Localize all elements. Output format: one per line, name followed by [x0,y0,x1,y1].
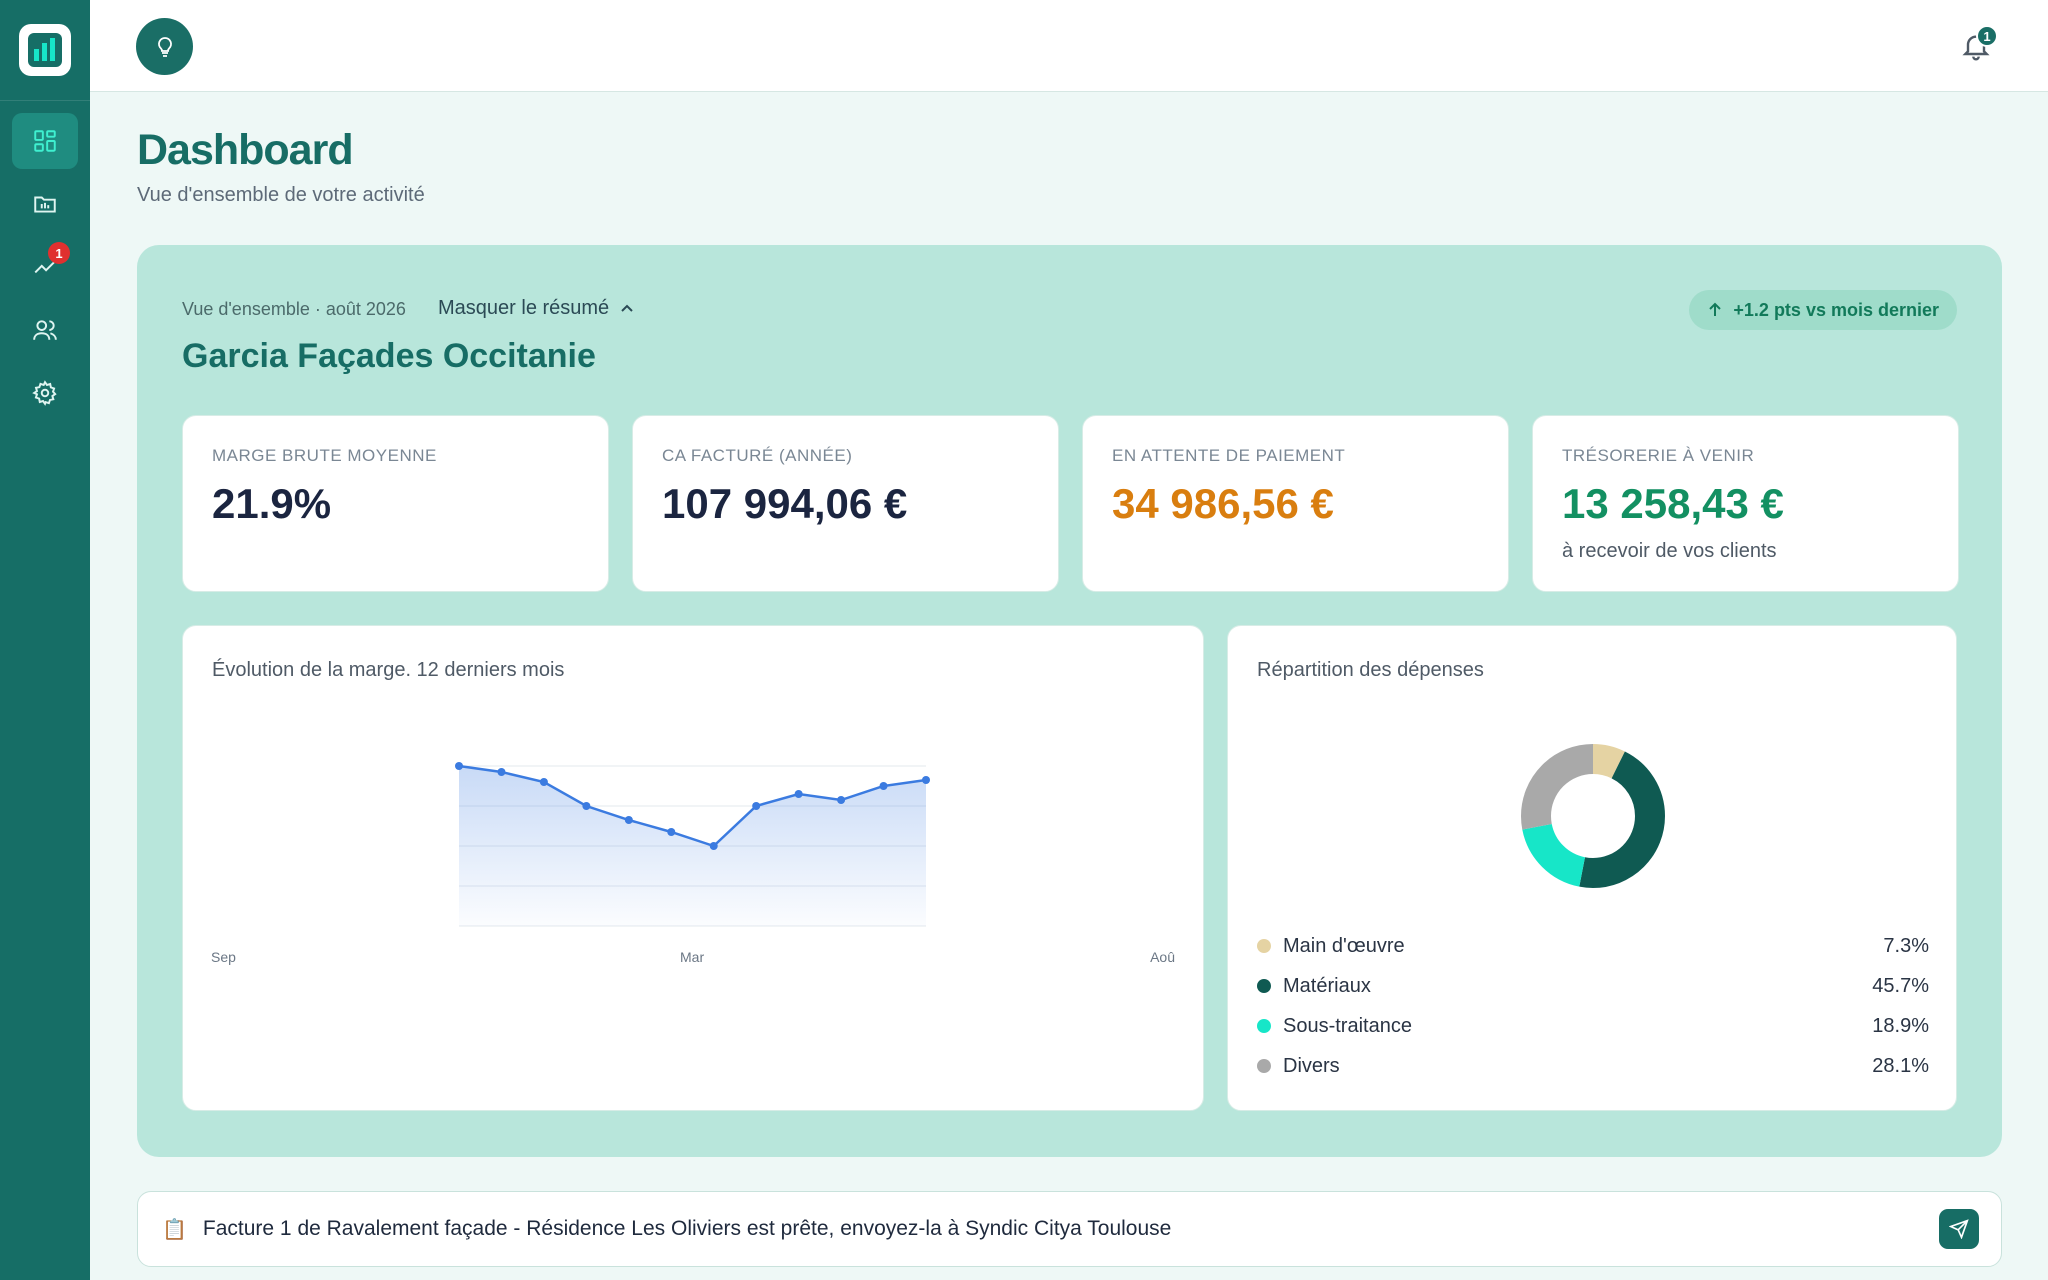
activity-badge: 1 [48,242,70,264]
legend-label: Matériaux [1283,974,1371,997]
gear-icon [32,380,57,406]
sidebar: 1 [0,0,90,1280]
clipboard-icon: 📋 [162,1218,187,1241]
legend-label: Sous-traitance [1283,1014,1412,1037]
chart-title: Évolution de la marge. 12 derniers mois [212,659,565,681]
assistant-message-bar[interactable]: 📋 Facture 1 de Ravalement façade - Résid… [137,1191,2002,1267]
kpi-value: 34 986,56 € [1112,480,1334,527]
notification-badge: 1 [1976,25,1998,47]
data-point [539,778,548,786]
x-tick-label: Mar [680,949,705,965]
send-icon [1949,1219,1969,1239]
data-point [879,782,888,790]
data-point [624,816,633,824]
sidebar-item-clients[interactable] [12,302,78,358]
legend-swatch [1257,939,1271,953]
data-point [582,802,591,810]
expenses-donut-chart [1521,744,1665,888]
kpi-value: 13 258,43 € [1562,480,1784,527]
trend-text: +1.2 pts vs mois dernier [1733,299,1939,320]
data-point [497,768,506,776]
users-icon [33,320,57,340]
folder-icon [34,196,56,213]
legend-label: Divers [1283,1054,1340,1077]
sidebar-nav: 1 [0,101,90,421]
logo-area [0,0,90,101]
sidebar-item-projects[interactable] [12,176,78,232]
assistant-message: Facture 1 de Ravalement façade - Résiden… [202,1217,1172,1240]
data-point [922,776,930,784]
legend-label: Main d'œuvre [1283,934,1405,957]
legend-item: Main d'œuvre 7.3% [1257,926,1929,966]
topbar: 1 [90,0,2048,92]
legend-swatch [1257,979,1271,993]
margin-chart-card: Évolution de la marge. 12 derniers mois … [182,625,1204,1111]
company-name: Garcia Façades Occitanie [182,337,596,375]
kpi-value: 107 994,06 € [662,480,908,527]
page-title: Dashboard [137,126,354,174]
lightbulb-icon [157,36,172,57]
margin-line [458,764,927,848]
sidebar-item-settings[interactable] [12,365,78,421]
legend-item: Divers 28.1% [1257,1046,1929,1086]
app-logo[interactable] [19,24,71,76]
kpi-card-upcoming-cash: TRÉSORERIE À VENIR 13 258,43 € à recevoi… [1532,415,1959,592]
data-point [752,802,761,810]
legend-item: Sous-traitance 18.9% [1257,1006,1929,1046]
donut-slice [1521,744,1665,888]
summary-panel: Vue d'ensemble · août 2026 Masquer le ré… [137,245,2002,1157]
kpi-label: EN ATTENTE DE PAIEMENT [1112,446,1346,465]
trend-badge: +1.2 pts vs mois dernier [1689,290,1957,330]
hide-summary-toggle[interactable]: Masquer le résumé [438,297,635,320]
data-point [794,790,803,798]
legend-value: 18.9% [1872,1014,1929,1037]
data-point [709,842,718,850]
expenses-legend: Main d'œuvre 7.3% Matériaux 45.7% Sous-t… [1257,926,1929,1086]
ideas-button[interactable] [136,18,193,75]
legend-value: 28.1% [1872,1054,1929,1077]
expenses-title: Répartition des dépenses [1257,659,1484,681]
hide-summary-label: Masquer le résumé [438,297,610,319]
legend-item: Matériaux 45.7% [1257,966,1929,1006]
page-subtitle: Vue d'ensemble de votre activité [137,184,425,206]
legend-swatch [1257,1059,1271,1073]
kpi-row: MARGE BRUTE MOYENNE 21.9% CA FACTURÉ (AN… [182,415,1959,592]
margin-area [459,766,926,926]
kpi-value: 21.9% [212,480,332,527]
margin-line-chart [455,762,930,927]
kpi-label: MARGE BRUTE MOYENNE [212,446,437,465]
kpi-label: TRÉSORERIE À VENIR [1562,446,1755,465]
grid-icon [34,130,56,152]
x-tick-label: Aoû [1150,949,1175,965]
legend-swatch [1257,1019,1271,1033]
kpi-label: CA FACTURÉ (ANNÉE) [662,446,853,465]
expenses-card: Répartition des dépenses Main d'œuvre 7.… [1227,625,1957,1111]
kpi-card-revenue: CA FACTURÉ (ANNÉE) 107 994,06 € [632,415,1059,592]
send-button[interactable] [1939,1209,1979,1249]
kpi-card-gross-margin: MARGE BRUTE MOYENNE 21.9% [182,415,609,592]
chevron-up-icon [621,304,633,312]
kpi-note: à recevoir de vos clients [1562,540,1777,562]
trend-icon [34,260,56,274]
data-point [837,796,846,804]
arrow-up-icon [1709,302,1722,316]
legend-value: 45.7% [1872,974,1929,997]
sidebar-item-dashboard[interactable] [12,113,78,169]
data-point [455,762,463,770]
kpi-card-pending-payment: EN ATTENTE DE PAIEMENT 34 986,56 € [1082,415,1509,592]
data-point [667,828,676,836]
bar-chart-logo-icon [28,33,62,67]
overview-period: Vue d'ensemble · août 2026 [182,299,406,319]
x-tick-label: Sep [211,949,236,965]
donut-slice [1521,744,1665,888]
sidebar-item-activity[interactable]: 1 [12,239,78,295]
legend-value: 7.3% [1883,934,1929,957]
